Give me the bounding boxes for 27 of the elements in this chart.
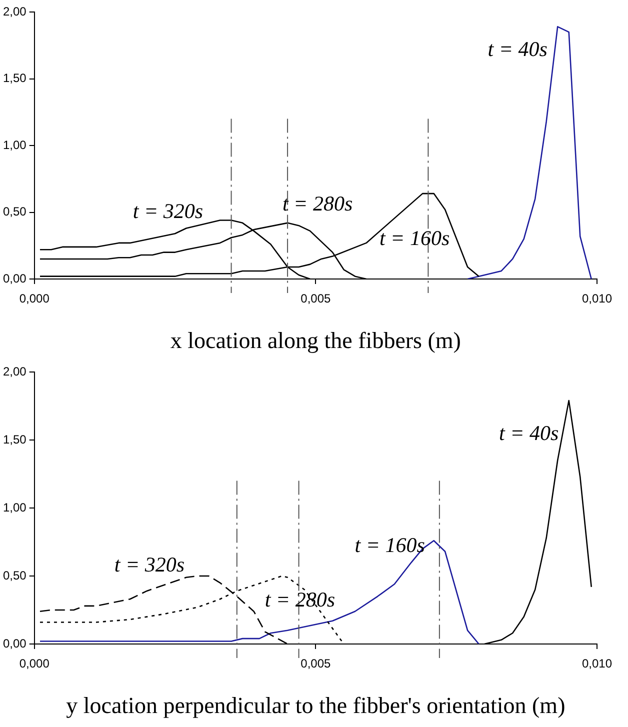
y-tick-label: 1,50 <box>2 432 27 446</box>
y-tick-label: 1,00 <box>2 500 27 514</box>
y-tick-label: 1,00 <box>2 138 27 152</box>
y-tick-label: 0,50 <box>2 568 27 582</box>
line-series <box>39 575 344 644</box>
y-tick-label: 2,00 <box>2 364 27 378</box>
y-tick-label: 1,50 <box>2 71 27 86</box>
series-label: t = 40s <box>499 421 559 446</box>
series-label: t = 280s <box>282 191 353 216</box>
x-tick-label: 0,000 <box>19 292 50 306</box>
x-tick-label: 0,000 <box>19 656 50 671</box>
series-label: t = 280s <box>264 588 336 612</box>
series-label: t = 160s <box>354 533 425 558</box>
series-label: t = 320s <box>114 552 185 577</box>
y-tick-label: 2,00 <box>2 4 27 18</box>
x-axis-title: x location along the fibbers (m) <box>170 328 461 354</box>
series-label: t = 160s <box>379 226 450 250</box>
x-tick-label: 0,005 <box>300 656 332 671</box>
series-label: t = 40s <box>488 37 548 62</box>
series-label: t = 320s <box>132 198 204 223</box>
y-tick-label: 0,50 <box>2 204 27 219</box>
y-tick-label: 0,00 <box>2 271 27 286</box>
x-tick-label: 0,005 <box>300 292 332 306</box>
y-tick-label: 0,00 <box>2 636 27 650</box>
x-tick-label: 0,010 <box>582 292 612 306</box>
x-tick-label: 0,010 <box>582 656 612 671</box>
x-axis-title: y location perpendicular to the fibber's orientation (m) <box>66 693 566 718</box>
